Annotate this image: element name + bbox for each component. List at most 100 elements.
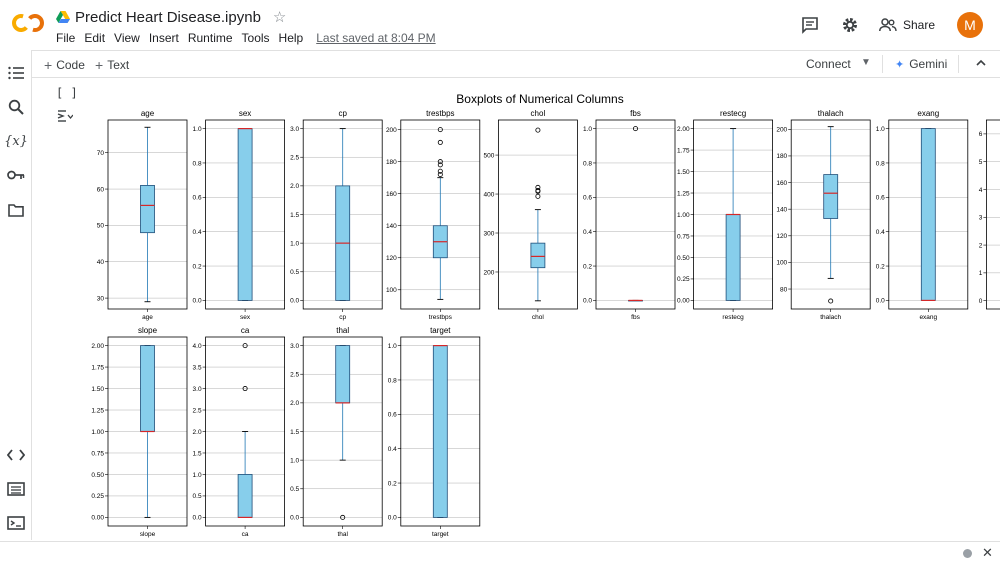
plus-icon: + — [44, 57, 53, 73]
output-actions-icon[interactable] — [57, 109, 73, 123]
share-button[interactable]: Share — [879, 18, 935, 32]
folder-icon[interactable] — [7, 201, 25, 219]
cell-execution-count[interactable]: [ ] — [56, 86, 78, 100]
subplot-title: restecg — [720, 109, 746, 118]
add-code-label: Code — [56, 58, 85, 72]
colab-logo[interactable] — [11, 11, 45, 35]
menu-tools[interactable]: Tools — [241, 31, 270, 45]
y-tick-label: 0.8 — [193, 160, 202, 167]
toolbar-divider — [882, 55, 883, 73]
last-saved-link[interactable]: Last saved at 8:04 PM — [316, 31, 436, 45]
y-tick-label: 1.0 — [290, 240, 299, 247]
code-snippets-icon[interactable] — [7, 446, 25, 464]
key-icon[interactable] — [7, 166, 25, 184]
y-tick-label: 2.0 — [290, 400, 299, 407]
drive-icon — [56, 11, 70, 23]
x-tick-label: chol — [532, 314, 544, 321]
gemini-button[interactable]: ✦ Gemini — [895, 57, 947, 71]
y-tick-label: 2.00 — [91, 343, 104, 350]
boxplot-panel-sex: 0.0 0.2 0.4 0.6 0.8 1.0 sex sex — [193, 109, 285, 321]
y-tick-label: 0.5 — [193, 493, 202, 500]
y-tick-label: 0.8 — [583, 160, 592, 167]
connect-button[interactable]: Connect — [806, 57, 851, 71]
chart-panels: 3040506070ageage0.00.20.40.60.81.0sexsex… — [91, 109, 1000, 538]
y-tick-label: 1.0 — [583, 126, 592, 133]
y-tick-label: 0.2 — [388, 480, 397, 487]
y-tick-label: 1.0 — [193, 472, 202, 479]
outlier-point — [437, 168, 443, 174]
y-tick-label: 1.25 — [91, 407, 104, 414]
y-tick-label: 1.25 — [677, 190, 690, 197]
x-tick-label: target — [432, 531, 449, 538]
x-tick-label: exang — [919, 314, 937, 321]
gemini-label: Gemini — [909, 57, 948, 71]
y-tick-label: 1.50 — [677, 169, 690, 176]
add-text-button[interactable]: + Text — [95, 57, 129, 73]
avatar[interactable]: M — [957, 12, 983, 38]
subplot-title: trestbps — [426, 109, 454, 118]
menu-runtime[interactable]: Runtime — [187, 31, 233, 45]
subplot-title: thal — [336, 326, 349, 335]
x-tick-label: fbs — [631, 314, 640, 321]
notebook-title[interactable]: Predict Heart Disease.ipynb — [75, 8, 261, 26]
box-iqr — [140, 345, 155, 432]
y-tick-label: 4.0 — [193, 343, 202, 350]
y-tick-label: 40 — [97, 259, 105, 266]
y-tick-label: 0.2 — [876, 263, 885, 270]
y-tick-label: 2.5 — [290, 372, 299, 379]
settings-gear-icon[interactable] — [839, 14, 861, 36]
axes-frame — [986, 119, 1000, 310]
chevron-down-icon[interactable]: ▼ — [861, 57, 871, 68]
outlier-point — [437, 159, 443, 165]
terminal-icon[interactable] — [7, 514, 25, 532]
comment-icon[interactable] — [799, 14, 821, 36]
y-tick-label: 1.00 — [91, 429, 104, 436]
y-tick-label: 0.4 — [876, 229, 885, 236]
y-tick-label: 5 — [979, 159, 983, 166]
y-tick-label: 80 — [780, 286, 788, 293]
y-tick-label: 0.75 — [91, 450, 104, 457]
y-tick-label: 500 — [484, 152, 495, 159]
menu-file[interactable]: File — [56, 31, 76, 45]
y-tick-label: 0.75 — [677, 233, 690, 240]
menu-insert[interactable]: Insert — [148, 31, 179, 45]
add-code-button[interactable]: + Code — [44, 57, 85, 73]
star-icon[interactable]: ☆ — [272, 9, 287, 26]
subplot-title: age — [141, 109, 155, 118]
y-tick-label: 400 — [484, 191, 495, 198]
boxplot-panel-restecg: 0.00 0.25 0.50 0.75 1.00 1.25 1.50 1.75 2.00 rest… — [677, 109, 773, 321]
runtime-status-dot[interactable] — [963, 549, 972, 558]
x-tick-label: sex — [240, 314, 251, 321]
y-tick-label: 0.4 — [193, 229, 202, 236]
subplot-title: thalach — [818, 109, 844, 118]
x-tick-label: age — [142, 314, 153, 321]
command-palette-icon[interactable] — [7, 480, 25, 498]
boxplot-panel-slope: 0.00 0.25 0.50 0.75 1.00 1.25 1.50 1.75 2.00 slop… — [91, 326, 188, 538]
y-tick-label: 0.00 — [91, 515, 104, 522]
table-of-contents-icon[interactable] — [7, 64, 25, 82]
y-tick-label: 3.0 — [290, 126, 299, 133]
chevron-up-icon[interactable] — [974, 56, 988, 70]
subplot-title: exang — [917, 109, 939, 118]
y-tick-label: 1.75 — [677, 147, 690, 154]
boxplot-panel-thalach: 80 100 120 140 160 180 200 thalach thalach — [776, 109, 871, 321]
notebook-toolbar: + Code + Text Connect ▼ ✦ Gemini — [32, 50, 1000, 78]
y-tick-label: 0.6 — [388, 412, 397, 419]
outlier-point — [535, 193, 541, 199]
y-tick-label: 0.50 — [677, 255, 690, 262]
y-tick-label: 0.0 — [583, 298, 592, 305]
menu-view[interactable]: View — [114, 31, 140, 45]
close-icon[interactable]: ✕ — [982, 545, 993, 560]
boxplot-panel-fbs: 0.0 0.2 0.4 0.6 0.8 1.0 fbs fbs — [583, 109, 676, 321]
search-icon[interactable] — [7, 98, 25, 116]
boxplot-panel-exang: 0.0 0.2 0.4 0.6 0.8 1.0 exang exang — [876, 109, 969, 321]
y-tick-label: 1.0 — [290, 457, 299, 464]
menu-help[interactable]: Help — [278, 31, 304, 45]
y-tick-label: 1.0 — [388, 343, 397, 350]
menu-edit[interactable]: Edit — [84, 31, 106, 45]
y-tick-label: 0.2 — [583, 263, 592, 270]
variables-icon[interactable]: {x} — [4, 133, 28, 149]
top-bar: Predict Heart Disease.ipynb ☆ File Edit … — [0, 0, 1000, 50]
y-tick-label: 2.5 — [193, 407, 202, 414]
subplot-title: ca — [241, 326, 250, 335]
